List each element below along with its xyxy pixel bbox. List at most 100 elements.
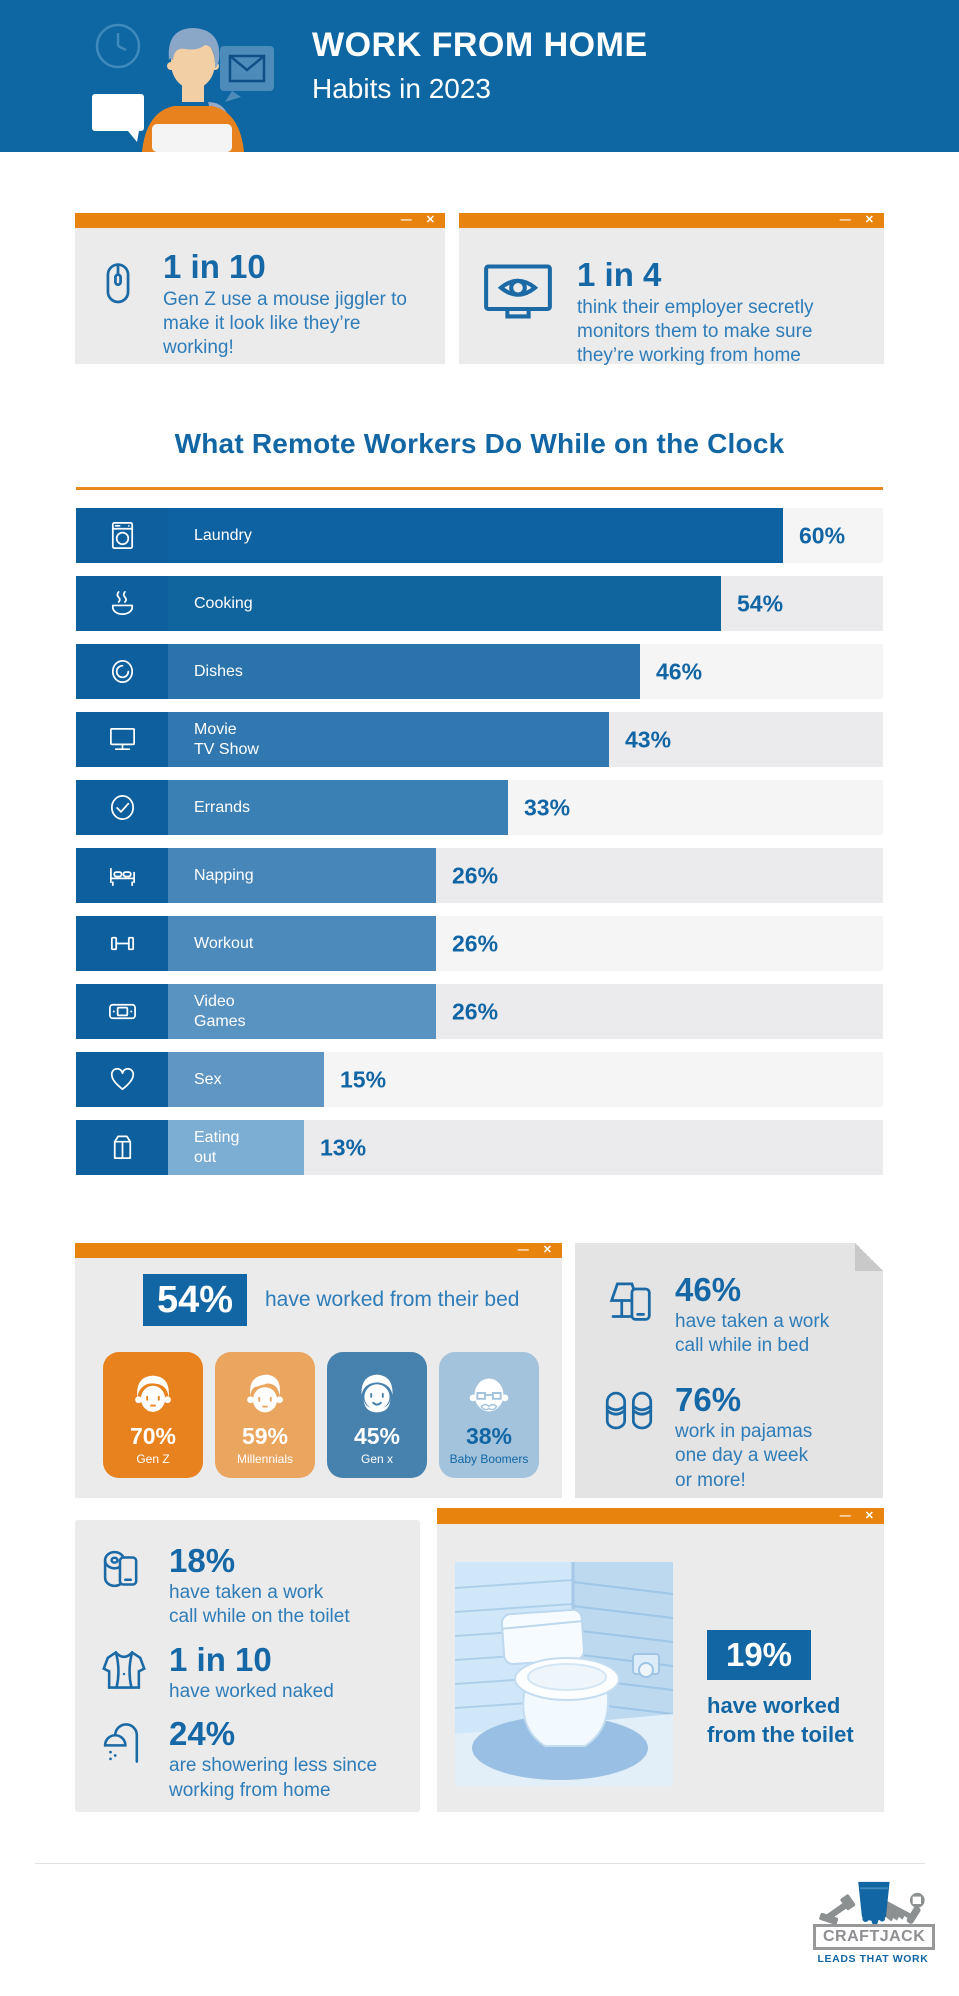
bar-row-movie: Movie TV Show 43% (76, 712, 883, 767)
stat-description: think their employer secretly monitors t… (577, 296, 814, 367)
stat-value: 46% (675, 1271, 742, 1308)
bar-value: 46% (656, 658, 703, 684)
close-button[interactable]: ✕ (425, 214, 435, 226)
stat-description: have taken a work call while in bed (675, 1310, 830, 1357)
stat-value: 1 in 10 (163, 248, 266, 285)
tile-label: Gen x (360, 1452, 393, 1466)
gamepad-icon (76, 984, 168, 1039)
bar-row-errands: Errands 33% (76, 780, 883, 835)
bar-value: 43% (625, 726, 672, 752)
page-title: WORK FROM HOME (312, 26, 648, 64)
craftjack-tools-icon (819, 1881, 925, 1925)
stat-caption: have worked from their bed (265, 1288, 520, 1311)
genx-face-icon (327, 1364, 427, 1422)
bar-row-napping: Napping 26% (76, 848, 883, 903)
bar-label: Napping (194, 866, 254, 884)
open-shirt-icon (95, 1643, 153, 1704)
bar-row-dishes: Dishes 46% (76, 644, 883, 699)
bed-note-panel: 46% have taken a work call while in bed … (575, 1243, 883, 1498)
craftjack-logo: CRAFTJACK LEADS THAT WORK (813, 1880, 936, 1965)
close-button[interactable]: ✕ (864, 1509, 874, 1522)
worked-from-toilet-card: — ✕ (437, 1508, 884, 1812)
monitoring-card: — ✕ 1 in 4 think their employer secretly… (459, 213, 884, 366)
bed-icon (76, 848, 168, 903)
bar-value: 26% (452, 998, 499, 1024)
bar: Laundry (76, 508, 783, 563)
bar: Sex (76, 1052, 324, 1107)
tile-label: Gen Z (136, 1452, 170, 1466)
window-titlebar: — ✕ (75, 213, 445, 228)
chart-title: What Remote Workers Do While on the Cloc… (174, 428, 785, 459)
folded-corner (855, 1243, 883, 1271)
stat-value: 1 in 4 (577, 256, 662, 293)
bar: Eating out (76, 1120, 304, 1175)
bar: Napping (76, 848, 436, 903)
check-circle-icon (76, 780, 168, 835)
footer-divider (35, 1863, 925, 1864)
bar-chart: Laundry 60% Cooking 54% Dishes 46% Movie… (76, 508, 883, 1188)
stat-description: work in pajamas one day a week or more! (675, 1420, 813, 1492)
stat-description: have worked naked (169, 1680, 334, 1702)
bar: Dishes (76, 644, 640, 699)
header-banner: WORK FROM HOME Habits in 2023 (0, 0, 959, 152)
close-button[interactable]: ✕ (542, 1244, 552, 1256)
window-titlebar: — ✕ (75, 1243, 562, 1258)
bar-label: Cooking (194, 594, 253, 612)
bar-value: 13% (320, 1134, 367, 1160)
bar-label: Errands (194, 798, 251, 816)
page-subtitle: Habits in 2023 (312, 73, 492, 104)
tile-gen-z: 70% Gen Z (103, 1352, 203, 1478)
brand-tagline: LEADS THAT WORK (817, 1953, 929, 1965)
bar-row-eating-out: Eating out 13% (76, 1120, 883, 1175)
bathroom-stats-panel: 18% have taken a work call while on the … (75, 1520, 420, 1812)
tile-percent: 38% (465, 1423, 513, 1449)
bar-label: Eating out (194, 1128, 240, 1166)
takeout-icon (76, 1120, 168, 1175)
bar-row-sex: Sex 15% (76, 1052, 883, 1107)
shower-icon (95, 1717, 153, 1803)
bar-label: Sex (194, 1070, 222, 1088)
bar: Video Games (76, 984, 436, 1039)
minimize-button[interactable]: — (839, 214, 851, 226)
bar-row-workout: Workout 26% (76, 916, 883, 971)
stat-value: 24% (169, 1715, 236, 1753)
tile-percent: 59% (241, 1423, 289, 1449)
mouse-icon (95, 250, 145, 364)
stat-value: 18% (169, 1542, 236, 1579)
generation-tiles: 70% Gen Z 59% Millennials 45% Gen x 38% … (103, 1352, 562, 1478)
bar-row-video-games: Video Games 26% (76, 984, 883, 1039)
heart-icon (76, 1052, 168, 1107)
tile-percent: 70% (129, 1423, 177, 1449)
tile-millennials: 59% Millennials (215, 1352, 315, 1478)
bar: Movie TV Show (76, 712, 609, 767)
worked-from-bed-card: — ✕ 54% have worked from their bed 70% G… (75, 1243, 562, 1498)
window-titlebar: — ✕ (437, 1508, 884, 1524)
bar-value: 26% (452, 930, 499, 956)
bar-row-laundry: Laundry 60% (76, 508, 883, 563)
bar-row-cooking: Cooking 54% (76, 576, 883, 631)
bar: Errands (76, 780, 508, 835)
minimize-button[interactable]: — (517, 1244, 529, 1256)
stat-description: have taken a work call while on the toil… (169, 1581, 350, 1628)
bar: Workout (76, 916, 436, 971)
stat-description: have worked from the toilet (707, 1693, 854, 1747)
tv-icon (76, 712, 168, 767)
genz-face-icon (103, 1364, 203, 1422)
toilet-photo (455, 1562, 673, 1786)
dumbbell-icon (76, 916, 168, 971)
close-button[interactable]: ✕ (864, 214, 874, 226)
slippers-icon (599, 1383, 659, 1494)
lamp-phone-icon (599, 1273, 659, 1359)
washing-machine-icon (76, 508, 168, 563)
minimize-button[interactable]: — (400, 214, 412, 226)
minimize-button[interactable]: — (839, 1509, 851, 1522)
boomer-face-icon (439, 1364, 539, 1422)
monitor-eye-icon (479, 258, 559, 364)
bar-value: 54% (737, 590, 784, 616)
stat-description: Gen Z use a mouse jiggler to make it loo… (163, 288, 407, 359)
tile-label: Millennials (236, 1452, 294, 1466)
tile-label: Baby Boomers (449, 1452, 529, 1466)
mouse-jiggler-card: — ✕ 1 in 10 Gen Z use a mouse jiggler to… (75, 213, 445, 364)
bar-value: 60% (799, 522, 846, 548)
